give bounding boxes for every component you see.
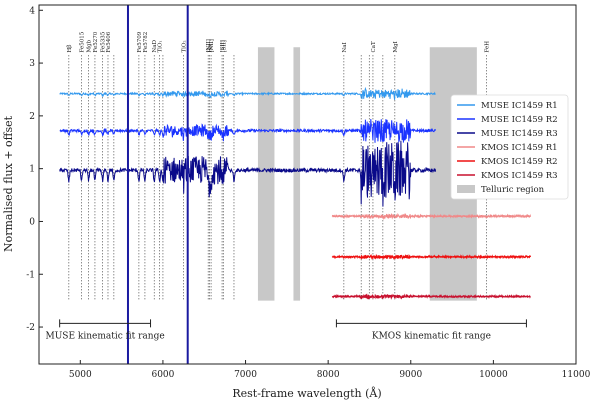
spectra-series [59, 86, 532, 300]
spectral-line-label: Fe5782 [143, 32, 149, 53]
spectral-line-label: Fe5709 [137, 31, 143, 52]
spectral-line-label: Fe5270 [93, 31, 99, 52]
fit-range-label: KMOS kinematic fit range [372, 331, 491, 341]
y-tick-label: 1 [29, 165, 35, 175]
legend-label: KMOS IC1459 R3 [481, 171, 558, 181]
y-tick-label: 4 [29, 6, 35, 16]
spectral-line-label: Fe5406 [106, 31, 112, 52]
legend-box [450, 94, 569, 200]
fit-range-label: MUSE kinematic fit range [45, 331, 164, 341]
series-line [331, 293, 531, 300]
legend-label: KMOS IC1459 R1 [481, 143, 558, 153]
spectral-line-markers: Hβ Fe5015 Mgb Fe5270 Fe5335 Fe5406 Fe5709 Fe578… [67, 31, 490, 301]
plot-frame [38, 4, 577, 365]
spectral-line-label: [SII] [221, 40, 227, 52]
x-tick-label: 10000 [479, 370, 508, 380]
axes: 5000 6000 7000 8000 9000 10000 11000 -2 -1 0 1 2 3 4 [26, 6, 590, 380]
spectral-line-label: Fe5335 [101, 31, 107, 52]
x-tick-label: 8000 [317, 370, 340, 380]
y-axis-label: Normalised flux + offset [2, 115, 15, 252]
spectral-line-label: Hα [207, 44, 213, 53]
x-tick-label: 5000 [69, 370, 92, 380]
series-line [59, 140, 437, 207]
y-tick-label: -1 [26, 270, 35, 280]
legend-label: KMOS IC1459 R2 [481, 157, 558, 167]
spectral-line-label: [NII] [206, 39, 212, 52]
x-tick-label: 9000 [399, 370, 422, 380]
spectral-line-label: Hβ [67, 45, 73, 53]
legend-label: MUSE IC1459 R3 [481, 129, 558, 139]
telluric-region [293, 47, 301, 301]
fit-ranges: MUSE kinematic fit range KMOS kinematic f… [45, 319, 527, 341]
legend-label: Telluric region [481, 185, 545, 195]
spectral-line-label: FeH [484, 41, 490, 53]
x-tick-label: 11000 [562, 370, 591, 380]
spectral-line-label: Mgb [87, 39, 93, 52]
legend-label: MUSE IC1459 R2 [481, 115, 558, 125]
spectral-line-label: TiO₁ [158, 40, 164, 52]
telluric-region [257, 47, 275, 301]
x-tick-label: 7000 [234, 370, 257, 380]
series-line [59, 118, 437, 143]
spectral-line-label: NaD [152, 39, 158, 52]
legend-label: MUSE IC1459 R1 [481, 101, 558, 111]
sky-lines [126, 5, 189, 364]
spectral-line-label: CaT [371, 41, 377, 52]
x-axis-label: Rest-frame wavelength (Å) [232, 386, 381, 400]
spectral-line-label: NaI [342, 42, 348, 52]
spectral-line-label: [NII] [209, 39, 215, 52]
series-line [331, 253, 532, 260]
spectral-line-label: TiO₂ [182, 40, 188, 52]
y-tick-label: 2 [29, 112, 35, 122]
spectral-line-label: MgI [393, 41, 399, 52]
series-line [331, 212, 532, 220]
legend: MUSE IC1459 R1 MUSE IC1459 R2 MUSE IC1459 … [450, 94, 569, 200]
series-line [59, 86, 436, 100]
spectral-line-label: Fe5015 [80, 31, 86, 52]
y-tick-label: 0 [29, 217, 35, 227]
legend-swatch [457, 185, 475, 193]
y-tick-label: -2 [26, 323, 35, 333]
spectral-line-label: [SII] [220, 40, 226, 52]
x-tick-label: 6000 [151, 370, 174, 380]
y-tick-label: 3 [29, 59, 35, 69]
